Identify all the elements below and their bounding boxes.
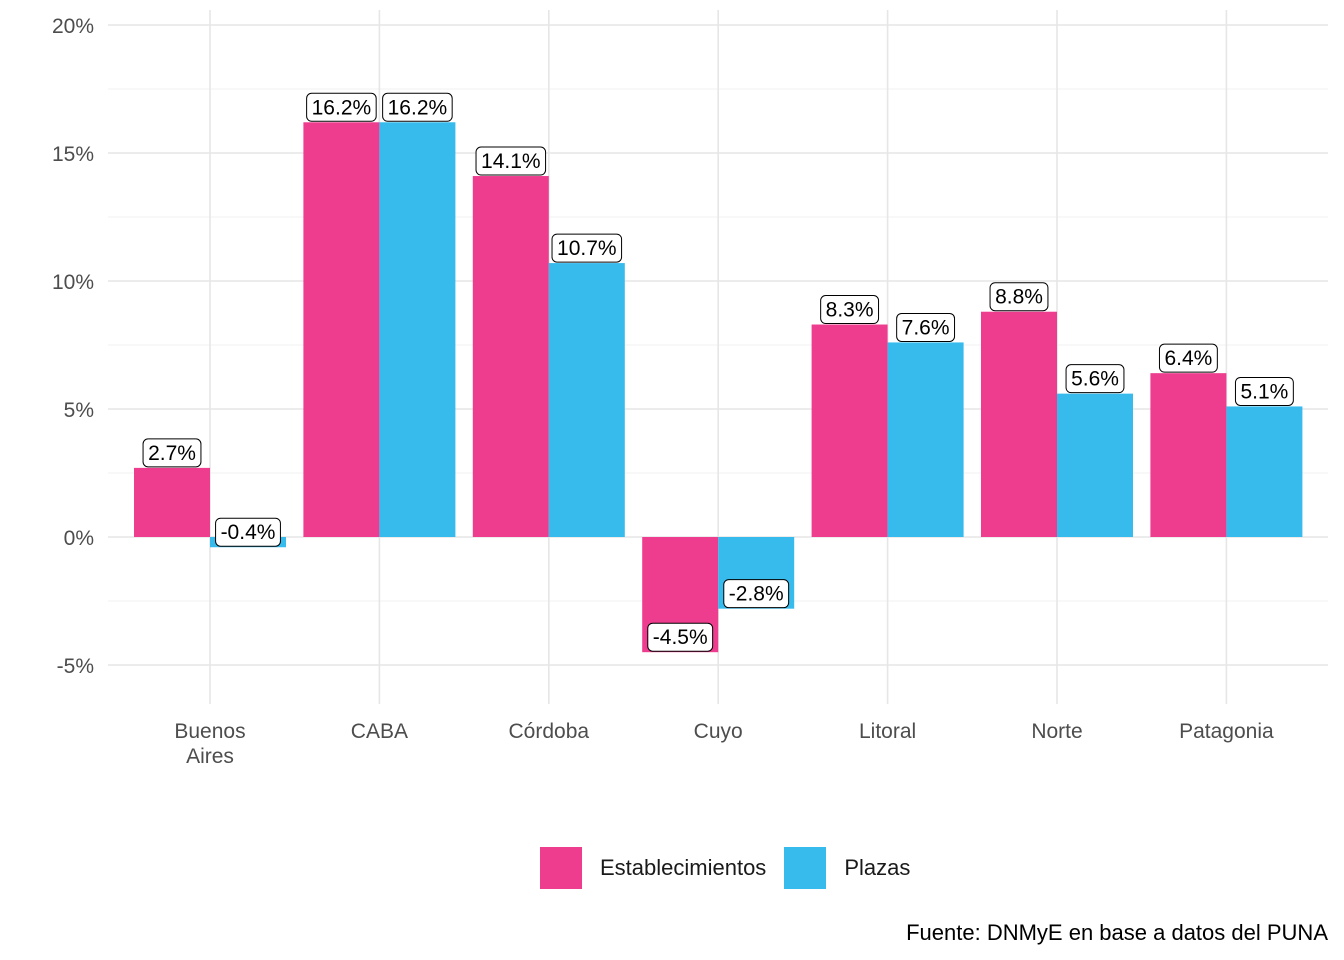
bar-plazas-1 — [379, 122, 456, 537]
data-label-box — [647, 622, 714, 652]
y-tick-label: -5% — [57, 655, 94, 678]
data-label-plazas-4: 7.6% — [896, 312, 956, 342]
bar-establecimientos-0 — [134, 467, 210, 537]
data-label-box — [723, 579, 790, 609]
data-label-plazas-5: 5.6% — [1065, 364, 1125, 394]
data-label-plazas-3: -2.8% — [723, 579, 790, 609]
legend-item-establecimientos: Establecimientos — [540, 847, 766, 889]
data-label-establecimientos-4: 8.3% — [820, 295, 880, 325]
bar-establecimientos-6 — [1150, 373, 1227, 537]
bar-establecimientos-2 — [472, 176, 549, 538]
data-label-box — [1234, 376, 1294, 406]
data-label-text: 2.7% — [148, 442, 196, 465]
bar-plazas-4 — [887, 342, 964, 537]
data-label-box — [896, 312, 956, 342]
data-label-plazas-6: 5.1% — [1234, 376, 1294, 406]
data-label-box — [1065, 364, 1125, 394]
x-tick-label: Patagonia — [1179, 720, 1274, 743]
bar-establecimientos-4 — [811, 324, 888, 537]
bar-plazas-2 — [548, 263, 625, 537]
bars — [134, 122, 1303, 653]
data-label-plazas-1: 16.2% — [382, 92, 453, 122]
bar-establecimientos-5 — [981, 311, 1057, 537]
x-tick-label: CABA — [351, 720, 408, 743]
data-label-establecimientos-0: 2.7% — [142, 438, 202, 468]
legend-item-plazas: Plazas — [784, 847, 910, 889]
y-tick-label: 15% — [52, 143, 94, 166]
data-label-box — [142, 438, 202, 468]
legend-label-establecimientos: Establecimientos — [600, 855, 767, 880]
y-tick-label: 20% — [52, 15, 94, 38]
data-label-establecimientos-2: 14.1% — [475, 146, 547, 176]
data-label-text: 8.3% — [826, 299, 874, 322]
bar-establecimientos-1 — [303, 122, 380, 537]
legend-swatch-establecimientos — [540, 847, 582, 889]
data-label-establecimientos-1: 16.2% — [306, 92, 377, 122]
data-label-text: 7.6% — [902, 316, 950, 339]
y-tick-label: 0% — [64, 527, 94, 550]
legend-label-plazas: Plazas — [844, 855, 911, 880]
x-tick-label: Córdoba — [509, 720, 590, 743]
x-tick-label: Norte — [1031, 720, 1082, 743]
data-label-text: 5.1% — [1240, 380, 1288, 403]
data-label-text: 10.7% — [557, 237, 617, 260]
data-label-text: 8.8% — [995, 286, 1043, 309]
x-tick-label: Litoral — [859, 720, 916, 743]
data-label-text: 16.2% — [312, 96, 372, 119]
data-label-establecimientos-6: 6.4% — [1158, 343, 1218, 373]
data-label-plazas-0: -0.4% — [215, 517, 281, 547]
bar-plazas-5 — [1057, 393, 1133, 537]
data-label-text: -0.4% — [221, 521, 276, 544]
data-label-box — [989, 282, 1049, 312]
data-label-box — [382, 92, 453, 122]
data-label-box — [475, 146, 547, 176]
data-label-box — [820, 295, 880, 325]
data-labels: 2.7% 16.2% 14.1% -4.5% 8.3% 8.8% 6.4% -0.4% 16.2… — [142, 92, 1294, 652]
bar-plazas-6 — [1226, 406, 1303, 537]
legend-swatch-plazas — [784, 847, 827, 889]
data-label-box — [1158, 343, 1218, 373]
x-tick-label: Cuyo — [694, 720, 743, 743]
y-tick-label: 5% — [64, 399, 94, 422]
data-label-text: 6.4% — [1164, 347, 1212, 370]
data-label-text: -2.8% — [729, 583, 784, 606]
y-axis: -5% 0% 5% 10% 15% 20% — [52, 15, 94, 678]
legend: Establecimientos Plazas — [540, 847, 928, 889]
data-label-plazas-2: 10.7% — [551, 233, 623, 263]
data-label-box — [551, 233, 623, 263]
data-label-text: 14.1% — [481, 150, 541, 173]
x-axis: Buenos Aires CABA Córdoba Cuyo Litoral Norte Pa… — [174, 720, 1274, 768]
data-label-text: 5.6% — [1071, 368, 1119, 391]
data-label-establecimientos-5: 8.8% — [989, 282, 1049, 312]
data-label-establecimientos-3: -4.5% — [647, 622, 714, 652]
y-tick-label: 10% — [52, 271, 94, 294]
data-label-box — [306, 92, 377, 122]
data-label-text: -4.5% — [653, 626, 708, 649]
x-tick-label: Buenos Aires — [174, 720, 245, 768]
data-label-box — [215, 517, 281, 547]
data-label-text: 16.2% — [388, 96, 448, 119]
source-caption: Fuente: DNMyE en base a datos del PUNA — [906, 920, 1328, 945]
